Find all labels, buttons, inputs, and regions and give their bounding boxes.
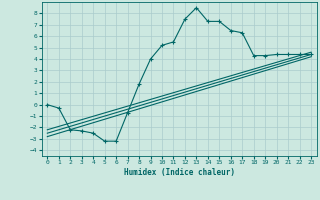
X-axis label: Humidex (Indice chaleur): Humidex (Indice chaleur) bbox=[124, 168, 235, 177]
